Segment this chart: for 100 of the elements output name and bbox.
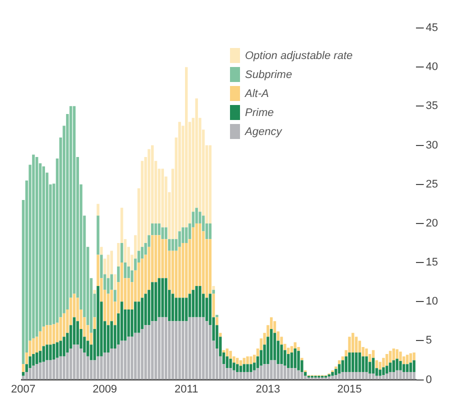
bar <box>49 344 52 360</box>
y-tick-label: 45 <box>426 22 438 34</box>
bar <box>375 376 378 380</box>
bar <box>134 302 137 333</box>
bar <box>56 342 59 358</box>
bar <box>386 366 388 374</box>
bar <box>35 352 38 364</box>
bar <box>341 360 344 372</box>
bar <box>250 356 252 364</box>
bar <box>396 349 398 359</box>
bar <box>354 352 358 372</box>
bar <box>372 374 375 380</box>
bar <box>331 372 334 376</box>
bar <box>38 362 42 380</box>
bar <box>263 364 266 380</box>
bar <box>290 346 294 352</box>
bar <box>117 242 120 266</box>
bar <box>362 372 364 380</box>
bar <box>56 358 59 380</box>
bar <box>344 356 348 372</box>
bar <box>328 376 330 380</box>
bar <box>399 370 402 380</box>
bar <box>372 350 375 358</box>
bar <box>140 328 144 380</box>
bar <box>185 67 188 228</box>
bar <box>158 235 161 278</box>
bar <box>96 204 100 216</box>
bar <box>185 321 188 380</box>
bar <box>127 309 130 337</box>
bar <box>208 223 212 240</box>
y-tick-label: 20 <box>426 217 438 230</box>
bar <box>52 324 56 344</box>
bar <box>22 376 25 380</box>
bar <box>294 368 296 380</box>
bar <box>195 317 198 380</box>
bar <box>185 242 188 298</box>
bar <box>93 317 96 329</box>
bar <box>120 340 124 380</box>
bar <box>151 223 154 236</box>
bar <box>406 372 409 380</box>
bar <box>144 294 147 326</box>
bar <box>140 298 144 329</box>
bar <box>409 372 412 380</box>
bar <box>80 348 82 380</box>
bar <box>161 317 164 380</box>
bar <box>69 348 72 380</box>
bar <box>59 340 62 356</box>
bar <box>134 332 137 380</box>
bar <box>382 375 385 380</box>
bar <box>174 250 178 298</box>
bar <box>32 154 35 338</box>
bar <box>72 344 76 380</box>
bar <box>83 352 86 380</box>
bar <box>198 317 202 380</box>
bar <box>182 321 184 380</box>
bar <box>365 356 368 372</box>
bar <box>290 368 294 380</box>
bar <box>348 352 351 372</box>
bar <box>46 360 48 380</box>
bar <box>49 360 52 380</box>
bar <box>52 359 56 380</box>
bar <box>110 348 113 380</box>
bar <box>409 362 412 372</box>
bar <box>382 367 385 376</box>
bar <box>252 370 256 380</box>
bar <box>174 321 178 380</box>
bar <box>62 313 66 337</box>
x-tick-label: 2013 <box>256 383 280 396</box>
bar <box>124 340 127 380</box>
legend-label: Option adjustable rate <box>245 50 353 62</box>
x-tick-label: 2009 <box>92 383 118 396</box>
bar <box>392 372 396 380</box>
bar <box>402 372 406 380</box>
bar <box>232 362 236 370</box>
bar <box>250 372 252 380</box>
bar <box>284 366 286 380</box>
bar <box>76 321 79 345</box>
y-tick-label: 25 <box>426 178 438 190</box>
bar <box>59 317 62 341</box>
bar <box>378 376 382 380</box>
bar <box>406 364 409 372</box>
bar <box>46 325 48 345</box>
bar <box>208 325 212 380</box>
bar <box>72 106 76 294</box>
x-tick-label: 2007 <box>11 383 36 396</box>
bar <box>304 376 307 380</box>
bar <box>144 325 147 380</box>
bar <box>66 352 69 380</box>
bar <box>358 352 362 372</box>
y-tick-label: 10 <box>426 296 438 308</box>
bar <box>212 294 215 318</box>
bar <box>236 372 239 380</box>
bar <box>205 298 208 322</box>
bar <box>114 348 116 380</box>
bar <box>352 332 354 352</box>
bar <box>242 364 246 372</box>
bar <box>294 348 296 368</box>
bar <box>110 250 113 274</box>
bar <box>127 278 130 310</box>
bar <box>117 266 120 282</box>
